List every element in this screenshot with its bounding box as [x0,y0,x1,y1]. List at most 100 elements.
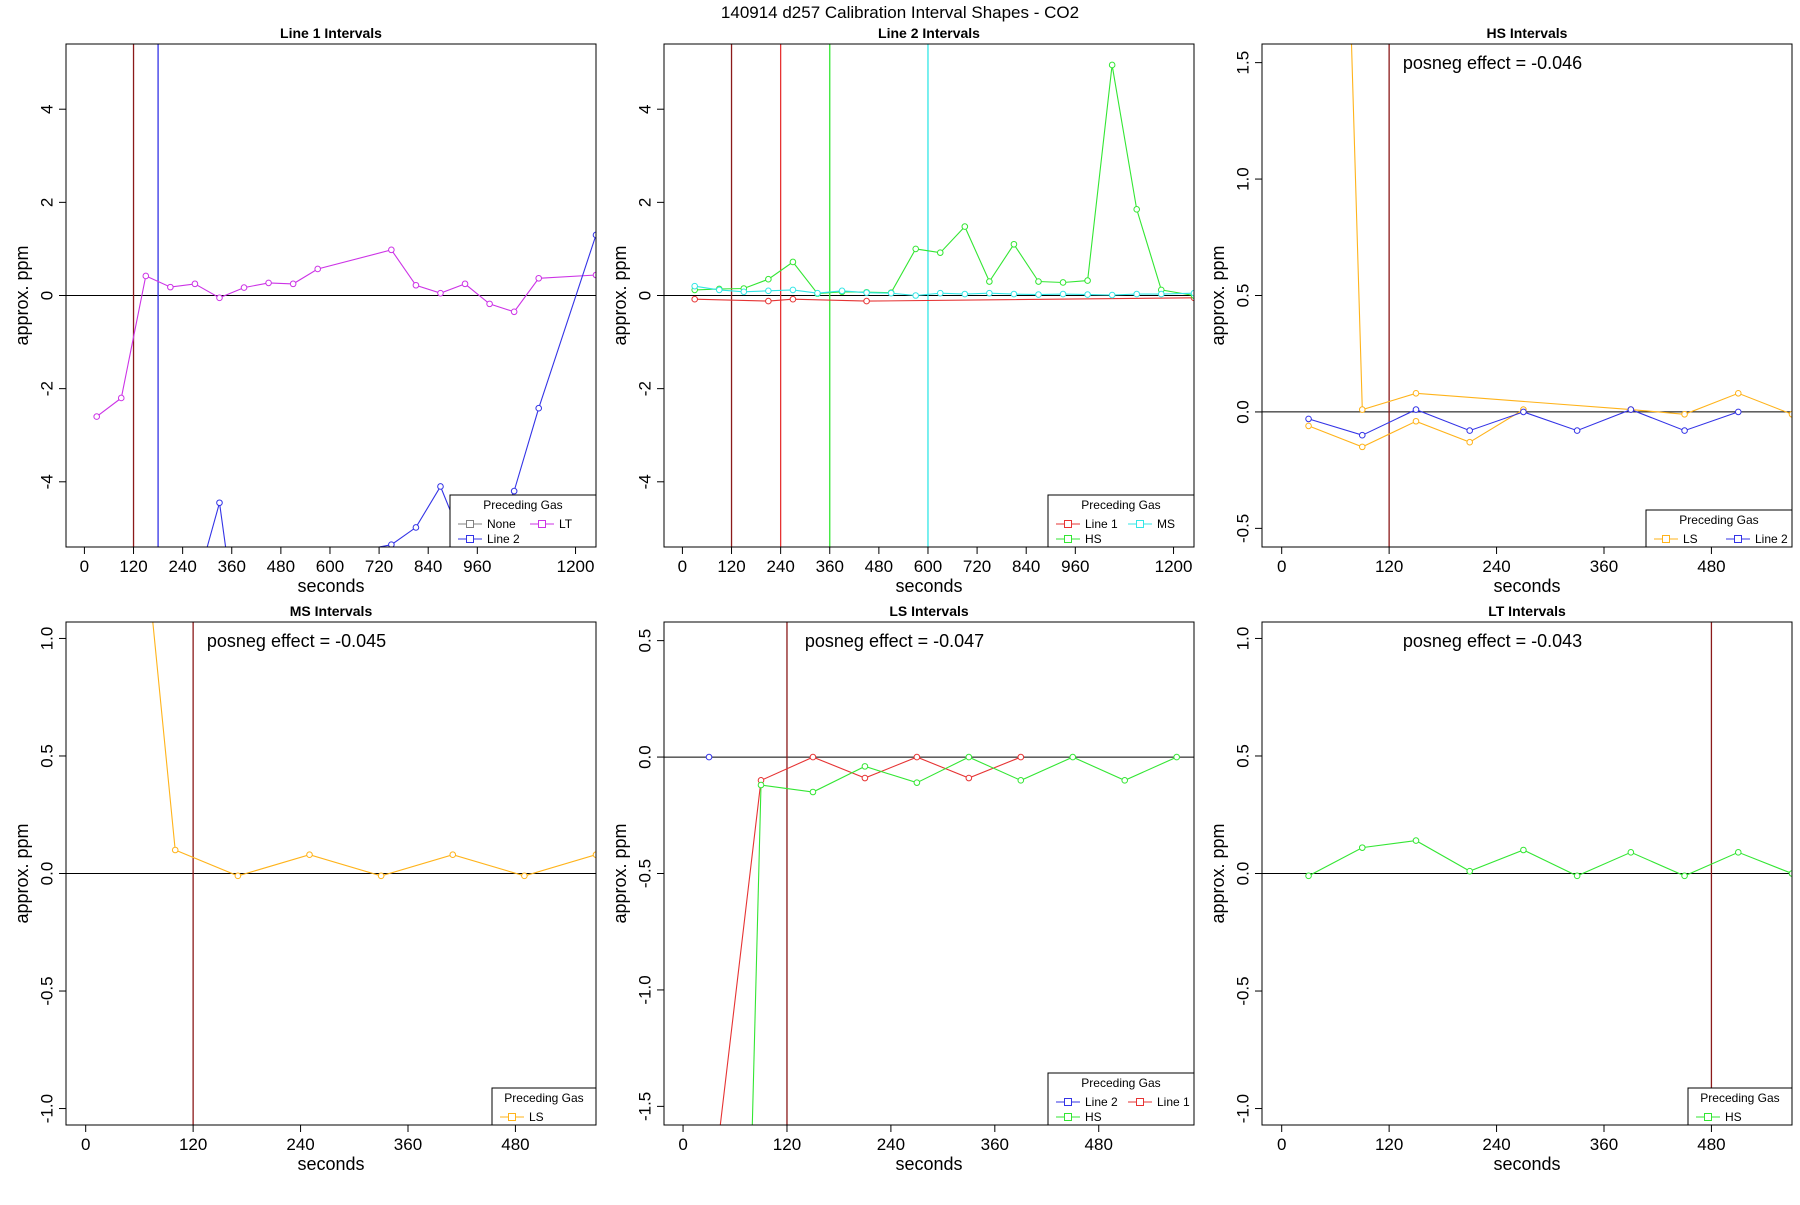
data-point [234,872,242,880]
legend-title: Preceding Gas [1081,498,1160,512]
x-tick-label: 840 [1012,557,1040,576]
legend-title: Preceding Gas [1679,513,1758,527]
x-axis: 0 120 240 360 480 seconds [678,1125,1113,1174]
data-point [437,289,444,297]
data-point [171,846,179,854]
y-tick-label: -1.0 [636,975,655,1004]
x-tick-label: 120 [119,557,147,576]
data-point [861,763,869,770]
legend-marker [466,535,474,543]
x-tick-label: 480 [501,1135,529,1154]
series-line [751,756,1177,1125]
data-point [1305,872,1312,880]
data-point [1358,844,1366,851]
data-point [705,753,713,761]
y-tick-label: 0.0 [1234,400,1253,424]
y-tick-label: 0 [636,291,655,300]
x-tick-label: 120 [179,1135,207,1154]
data-point [814,289,821,297]
data-point [691,282,698,290]
legend-box [1645,509,1793,548]
legend: Preceding Gas None LT Line 2 [449,494,597,548]
data-point [863,297,870,305]
y-tick-label: -0.5 [636,859,655,888]
y-tick-label: 0.5 [38,744,57,768]
plot-frame [663,621,1195,1126]
plot-frame [1261,43,1793,548]
legend-label: Line 2 [1085,1095,1118,1109]
data-point [913,753,921,761]
series-lt [93,246,596,420]
data-point [986,289,993,297]
data-point [1035,291,1042,298]
series-line-2 [206,231,596,547]
y-tick-label: 0.5 [636,629,655,653]
legend-label: Line 1 [1085,517,1118,531]
data-point [1017,777,1025,784]
x-tick-label: 1200 [557,557,595,576]
data-point [1520,846,1527,854]
x-tick-label: 360 [394,1135,422,1154]
y-axis-label: approx. ppm [1208,823,1228,923]
legend-marker [1662,535,1670,543]
legend-box [1047,494,1195,548]
legend-item-line-1: Line 1 [1056,517,1118,531]
data-point [1466,438,1474,446]
data-point [167,283,174,291]
x-tick-label: 240 [1482,1135,1510,1154]
legend-title: Preceding Gas [1700,1091,1779,1105]
y-axis-label: approx. ppm [12,245,32,345]
data-point [535,404,543,412]
legend-marker [508,1113,516,1121]
x-tick-label: 360 [218,557,246,576]
x-tick-label: 840 [414,557,442,576]
data-point [691,295,698,303]
y-tick-label: -4 [636,474,655,489]
y-tick-label: -1.0 [1234,1094,1253,1123]
x-tick-label: 960 [463,557,491,576]
series-ls [1305,406,1527,451]
legend-item-line-1: Line 1 [1128,1095,1190,1109]
x-axis: 0 120 240 360 480 seconds [1277,1125,1726,1174]
x-tick-label: 480 [1697,557,1725,576]
x-tick-label: 360 [981,1135,1009,1154]
y-axis-label: approx. ppm [1208,245,1228,345]
x-tick-label: 360 [1590,1135,1618,1154]
series-line-2 [705,753,713,761]
series-line [1350,44,1792,415]
x-tick-label: 240 [168,557,196,576]
data-point [1059,279,1067,286]
data-point [961,290,969,298]
x-axis-label: seconds [1493,576,1560,596]
legend-label: HS [1085,1110,1102,1124]
series-line-1 [719,753,1025,1125]
legend-box [491,1087,597,1126]
x-axis: 0 120 240 360 480 seconds [81,1125,530,1174]
y-tick-label: 0 [38,291,57,300]
y-tick-label: -4 [38,474,57,489]
x-tick-label: 600 [914,557,942,576]
y-tick-label: 0.0 [38,862,57,886]
x-tick-label: 480 [1697,1135,1725,1154]
data-point [461,280,469,288]
data-point [1069,753,1077,761]
y-tick-label: 0.5 [1234,744,1253,768]
data-point [936,289,944,297]
legend-label: None [487,517,516,531]
data-point [1520,408,1527,416]
data-point [965,753,973,761]
y-tick-label: -0.5 [38,976,57,1005]
data-point [1133,290,1141,298]
legend-label: LS [529,1110,544,1124]
x-tick-label: 240 [286,1135,314,1154]
legend-item-none: None [458,517,516,531]
legend-item-hs: HS [1696,1110,1742,1124]
x-tick-label: 480 [1085,1135,1113,1154]
y-tick-label: 4 [636,104,655,113]
data-point [191,280,199,288]
data-point [388,541,395,547]
legend-item-line-2: Line 2 [458,532,520,546]
data-point [1108,61,1116,69]
panel-6: LT Intervals 0 120 240 360 480 seconds -1.0 -0.5… [1208,603,1793,1174]
x-tick-label: 1200 [1155,557,1193,576]
